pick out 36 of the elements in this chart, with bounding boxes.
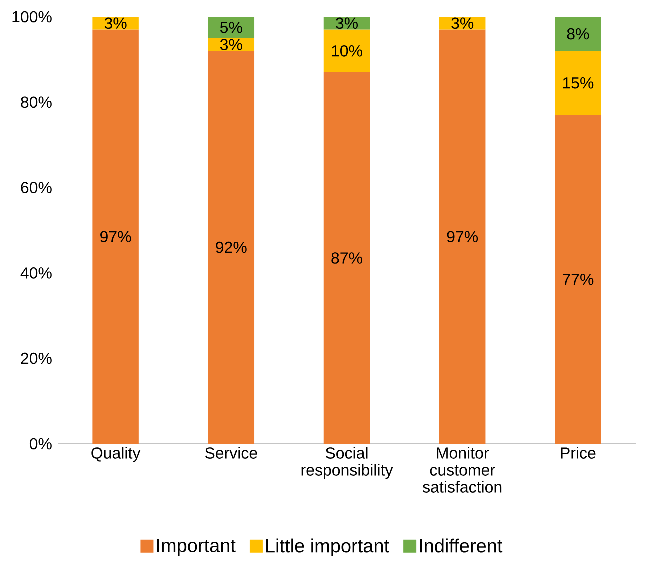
bar	[555, 115, 602, 444]
x-tick-label: Service	[205, 447, 258, 459]
bar	[208, 51, 255, 444]
data-label: 77%	[563, 274, 594, 286]
y-tick-label: 100%	[12, 11, 52, 23]
bar	[555, 16, 602, 52]
legend-label: Little important	[266, 538, 390, 557]
bar	[324, 72, 370, 444]
x-tick-label: Social responsibility	[302, 447, 394, 480]
data-label: 87%	[332, 252, 362, 264]
legend-label: Indifferent	[420, 538, 503, 553]
x-tick-label: Price	[561, 447, 596, 459]
y-tick-label: 0%	[30, 438, 52, 450]
y-tick-label: 40%	[20, 268, 52, 279]
data-label: 5%	[220, 22, 242, 34]
data-label: 15%	[563, 78, 594, 89]
x-tick-label: Quality	[92, 447, 141, 462]
legend-label: Important	[157, 539, 236, 556]
bar	[555, 51, 602, 116]
data-label: 3%	[104, 18, 127, 30]
data-label: 10%	[332, 45, 362, 57]
data-label: 97%	[100, 231, 132, 243]
data-label: 3%	[220, 39, 242, 50]
data-label: 8%	[567, 28, 590, 40]
x-tick-label: Monitor customer satisfaction	[423, 447, 502, 493]
bar	[208, 16, 255, 38]
data-label: 97%	[447, 231, 478, 243]
bar	[324, 30, 370, 73]
y-tick-label: 80%	[21, 96, 52, 108]
data-label: 92%	[216, 242, 247, 254]
y-tick-label: 20%	[21, 352, 52, 364]
bar	[439, 30, 486, 444]
data-label: 3%	[336, 18, 358, 30]
bar	[92, 30, 139, 444]
data-label: 3%	[452, 18, 474, 30]
y-tick-label: 60%	[21, 182, 52, 194]
